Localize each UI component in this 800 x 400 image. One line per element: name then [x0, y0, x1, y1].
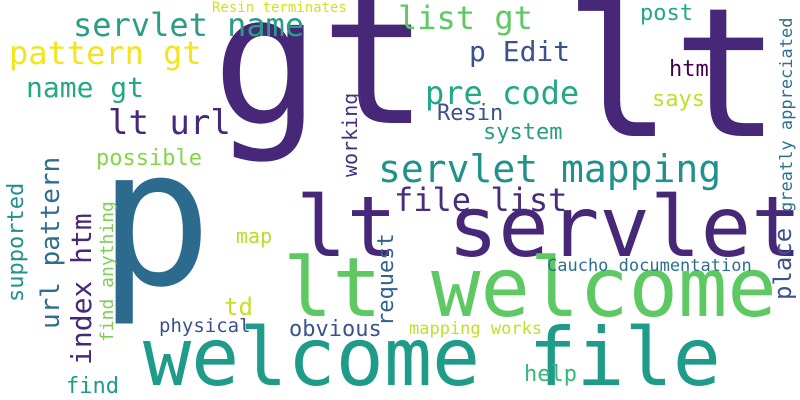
word-map: map — [236, 224, 273, 248]
word-td: td — [224, 293, 253, 321]
word-htm: htm — [669, 57, 709, 82]
word-resin: Resin — [437, 101, 504, 126]
word-says: says — [652, 87, 705, 112]
word-gt: gt — [212, 0, 429, 166]
word-index-htm: index htm — [65, 213, 98, 365]
word-resin-terminates: Resin terminates — [212, 0, 347, 16]
word-working: working — [338, 92, 362, 177]
word-p-edit: p Edit — [469, 35, 571, 68]
word-place: place — [769, 227, 797, 300]
word-find: find — [66, 374, 119, 399]
word-pre-code: pre code — [425, 74, 580, 112]
word-post: post — [640, 1, 693, 26]
word-find-anything: find anything — [97, 201, 118, 342]
word-possible: possible — [96, 146, 202, 171]
word-pattern-gt: pattern gt — [9, 34, 202, 72]
word-greatly-appreciated: greatly appreciated — [777, 17, 797, 212]
word-caucho-documentation: Caucho documentation — [547, 256, 752, 276]
word-lt-servlet: lt servlet — [296, 178, 800, 276]
word-lt-url: lt url — [108, 103, 231, 143]
word-servlet-name: servlet name — [73, 6, 305, 44]
word-supported: supported — [4, 182, 29, 302]
word-lt: lt — [564, 0, 781, 179]
word-obvious: obvious — [289, 317, 382, 342]
word-system: system — [483, 120, 563, 145]
word-welcome-file: welcome file — [143, 311, 721, 400]
word-physical: physical — [159, 315, 251, 337]
word-servlet-mapping: servlet mapping — [378, 147, 722, 191]
word-file-list: file list — [394, 181, 568, 219]
word-request: request — [374, 233, 399, 326]
word-p: p — [98, 108, 213, 329]
word-mapping-works: mapping works — [409, 319, 543, 339]
word-url-pattern: url pattern — [36, 156, 66, 329]
word-name-gt: name gt — [26, 71, 145, 104]
word-help: help — [524, 362, 577, 387]
word-lt-welcome: lt welcome — [283, 241, 777, 336]
word-list-gt: list gt — [398, 0, 533, 37]
